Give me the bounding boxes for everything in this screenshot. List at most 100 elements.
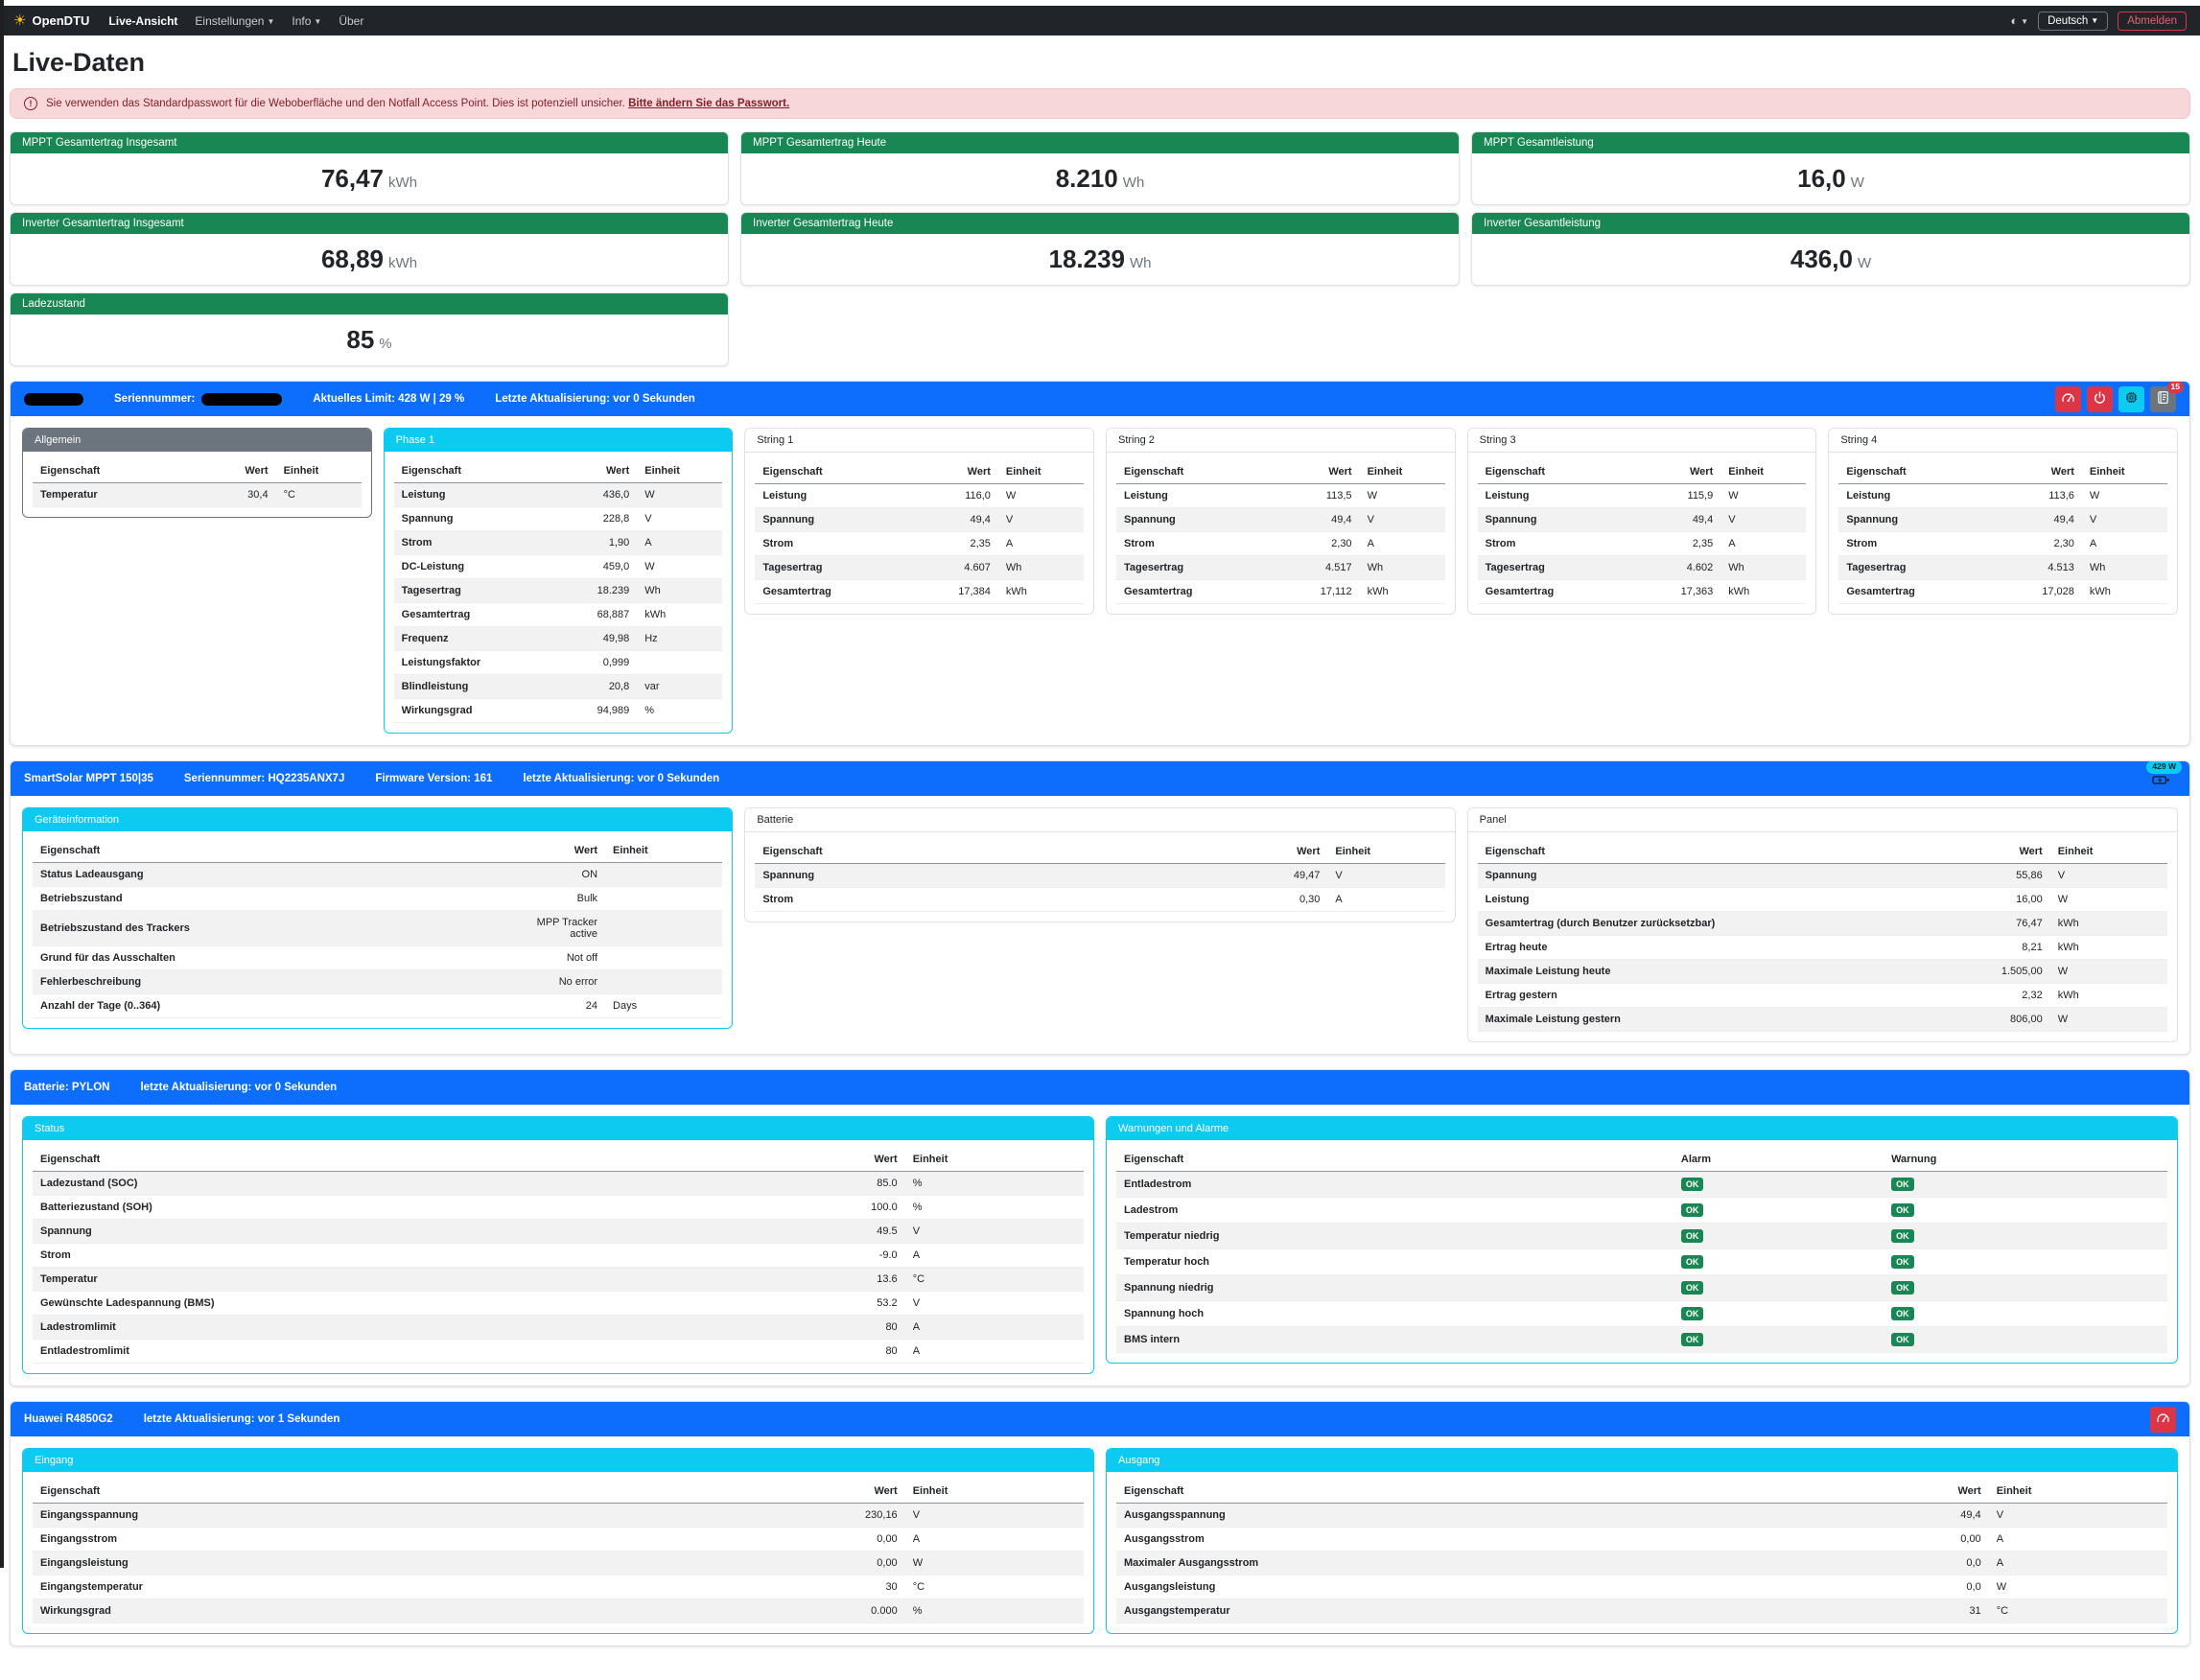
column-header: Wert [2016,460,2082,484]
unit-cell: kWh [998,580,1084,604]
logout-button[interactable]: Abmelden [2118,12,2187,31]
column-header: Eigenschaft [755,840,1238,864]
value-cell: 49,4 [2016,508,2082,532]
language-label: Deutsch [2048,15,2088,27]
unit-cell: Days [605,994,722,1018]
unit-cell: A [2082,532,2167,556]
unit-cell: kWh [2050,936,2167,960]
value-cell: 4.513 [2016,556,2082,580]
power-button[interactable] [2087,386,2113,412]
brand[interactable]: ☀ OpenDTU [13,13,89,28]
panel-title: Ausgang [1107,1449,2177,1472]
panel-title: Eingang [23,1449,1093,1472]
value-cell: 30,4 [210,483,276,507]
unit-cell: V [1360,508,1445,532]
unit-cell: W [2050,888,2167,912]
journal-button[interactable]: 15 [2150,386,2176,412]
column-header: Eigenschaft [33,1148,768,1172]
property-label: Betriebszustand [33,887,516,911]
column-header: Einheit [998,460,1084,484]
property-label: Tagesertrag [1478,556,1655,580]
theme-toggle[interactable]: ◐▼ [2010,13,2028,28]
value-cell: 1.505,00 [1960,960,2050,984]
property-label: Temperatur [33,1268,768,1292]
property-label: Ladestromlimit [33,1316,768,1340]
value-cell: 49,4 [932,508,998,532]
gauge-icon [2061,390,2075,408]
value-cell: 4.517 [1294,556,1360,580]
unit-cell: V [2050,864,2167,888]
stat-value-number: 68,89 [321,245,384,273]
bar-text-1: letzte Aktualisierung: vor 0 Sekunden [140,1082,337,1093]
stat-card-title: MPPT Gesamtleistung [1472,132,2189,153]
unit-cell: A [1360,532,1445,556]
chevron-down-icon: ▼ [267,17,274,26]
warning-cell: OK [1884,1198,2167,1224]
gauge-button[interactable] [2150,1407,2176,1433]
stat-value-number: 436,0 [1790,245,1853,273]
value-cell: 17,112 [1294,580,1360,604]
property-label: Frequenz [394,627,572,651]
stat-card-title: Inverter Gesamtertrag Heute [741,213,1459,234]
value-cell: 17,384 [932,580,998,604]
property-label: Ertrag heute [1478,936,1961,960]
nav-item-liveansicht[interactable]: Live-Ansicht [108,14,177,28]
unit-cell: A [1720,532,1806,556]
property-label: Wirkungsgrad [33,1599,768,1623]
column-header: Einheit [1327,840,1444,864]
chip-button[interactable] [2118,386,2144,412]
stat-value-number: 16,0 [1797,164,1846,193]
value-cell: ON [516,863,606,887]
property-label: Gesamtertrag (durch Benutzer zurücksetzb… [1478,912,1961,936]
column-header: Wert [1294,460,1360,484]
alarm-cell: OK [1673,1327,1884,1353]
property-label: Ladestrom [1116,1198,1673,1224]
chevron-down-icon: ▼ [314,17,321,26]
language-select[interactable]: Deutsch▼ [2038,12,2108,31]
column-header: Warnung [1884,1148,2167,1172]
value-cell: 68,887 [572,603,638,627]
gauge-button[interactable] [2055,386,2081,412]
property-label: Ausgangsleistung [1116,1575,1852,1599]
unit-cell: kWh [2050,984,2167,1008]
unit-cell: kWh [2050,912,2167,936]
value-cell: 115,9 [1655,484,1721,508]
column-header: Eigenschaft [33,1480,768,1504]
value-cell: 0,0 [1852,1575,1988,1599]
unit-cell: °C [905,1575,1084,1599]
change-password-link[interactable]: Bitte ändern Sie das Passwort. [628,98,789,109]
nav-item-info[interactable]: Info▼ [292,14,321,28]
property-label: Maximale Leistung heute [1478,960,1961,984]
column-header: Einheit [2082,460,2167,484]
alert-text: Sie verwenden das Standardpasswort für d… [46,98,625,109]
nav-item-einstellungen[interactable]: Einstellungen▼ [195,14,274,28]
value-cell: 806,00 [1960,1008,2050,1032]
nav-item-ber[interactable]: Über [339,14,363,28]
